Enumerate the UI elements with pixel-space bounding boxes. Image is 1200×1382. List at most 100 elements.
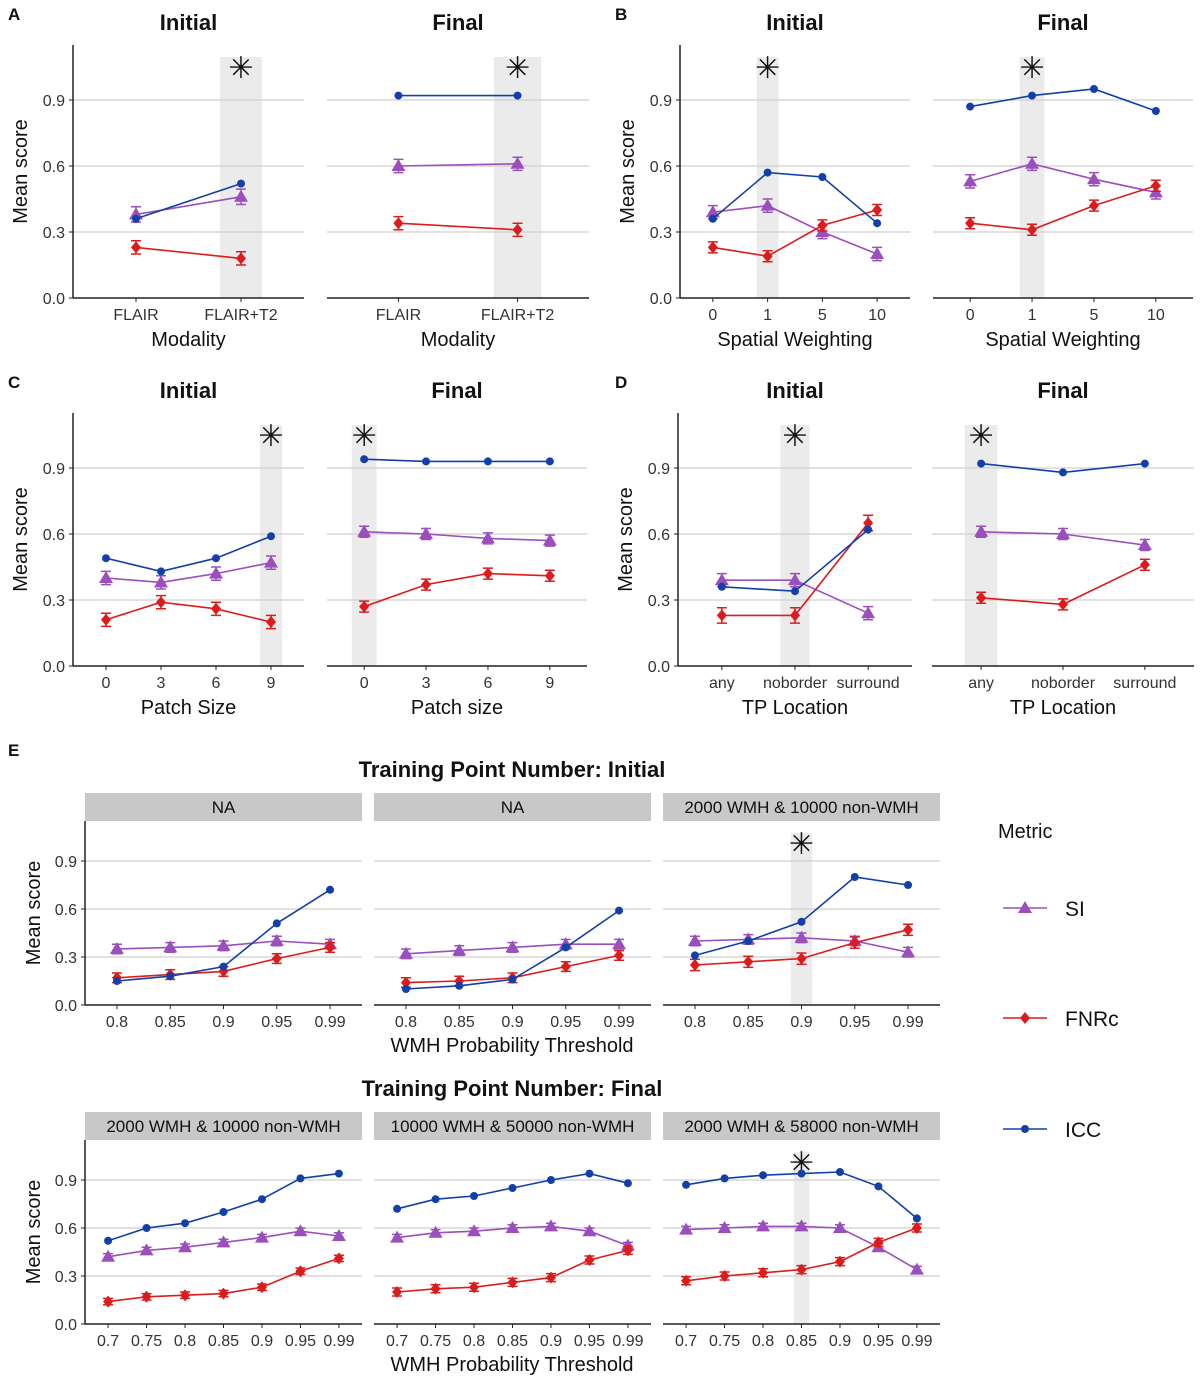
data-point: [394, 91, 403, 100]
data-point: [744, 937, 753, 945]
y-tick-label: 0.0: [648, 659, 670, 676]
data-point: [584, 1254, 595, 1266]
data-point: [797, 1169, 806, 1178]
data-point: [236, 252, 246, 265]
data-point: [392, 1286, 403, 1298]
asterisk-icon: ✳: [782, 420, 807, 453]
x-tick-label: 0.9: [212, 1014, 234, 1031]
data-point: [873, 1236, 884, 1249]
data-point: [1027, 223, 1038, 236]
panel-title: Final: [1037, 10, 1088, 35]
data-point: [181, 1219, 190, 1228]
data-point: [296, 1174, 305, 1183]
x-tick-label: 0.9: [790, 1014, 812, 1031]
x-tick-label: 9: [545, 675, 554, 692]
facet-strip: [85, 1112, 362, 1140]
series-fnrc: [689, 923, 914, 972]
asterisk-icon: ✳: [258, 420, 283, 453]
asterisk-icon: ✳: [789, 828, 814, 861]
series-icc: [102, 532, 275, 576]
data-point: [585, 1169, 594, 1178]
data-point: [788, 573, 802, 586]
panel-4: Initial Patch Size C ✳ 0.0 0.3 0.6 0.9 Mean scor…: [8, 373, 304, 719]
x-tick-label: 6: [212, 675, 221, 692]
x-tick-label: 0: [360, 675, 369, 692]
data-point: [237, 179, 245, 188]
data-point: [234, 189, 248, 202]
data-point: [690, 951, 699, 960]
series-line: [970, 88, 1157, 112]
data-point: [180, 1289, 191, 1302]
panel-title: Final: [1037, 378, 1088, 403]
y-axis-title: Mean score: [23, 1180, 45, 1285]
series-fnrc: [965, 179, 1161, 237]
data-point: [912, 1214, 921, 1223]
data-point: [545, 457, 554, 466]
data-point: [156, 596, 166, 609]
data-point: [687, 934, 702, 946]
highlight-band: [793, 1152, 810, 1324]
data-point: [267, 532, 275, 541]
panel-11: 2000 WMH & 10000 non-WMH 0.0 0.3 0.6 0.9 Mean…: [23, 1112, 362, 1350]
y-tick-label: 0.6: [648, 527, 670, 544]
data-point: [1140, 459, 1149, 468]
series-si: [357, 524, 557, 547]
x-tick-label: 5: [1089, 307, 1098, 324]
y-tick-label: 0.3: [648, 593, 670, 610]
series-fnrc: [392, 1244, 633, 1298]
data-point: [911, 1222, 922, 1234]
panel-12: 10000 WMH & 50000 non-WMH 0.7 0.75 0.8 0.85 0…: [374, 1112, 651, 1350]
e-final-xlabel: WMH Probability Threshold: [390, 1354, 633, 1376]
data-point: [679, 1222, 694, 1235]
data-point: [872, 204, 883, 216]
series-icc: [104, 1169, 343, 1245]
x-tick-label: 0.9: [501, 1014, 523, 1031]
data-point: [264, 555, 278, 568]
y-tick-label: 0.6: [43, 159, 65, 176]
asterisk-icon: ✳: [505, 52, 530, 85]
panel-letter: A: [8, 5, 20, 24]
highlight-band: [351, 425, 377, 666]
data-point: [480, 531, 495, 544]
data-point: [707, 241, 718, 254]
panel-title: Final: [432, 10, 483, 35]
data-point: [763, 168, 772, 177]
data-point: [293, 1224, 308, 1237]
data-point: [467, 1224, 482, 1237]
x-tick-label: noborder: [763, 675, 828, 692]
series-fnrc: [101, 594, 276, 630]
data-point: [254, 1230, 269, 1243]
series-line: [364, 531, 550, 542]
data-point: [689, 959, 700, 971]
x-tick-label: 0.85: [733, 1014, 764, 1031]
highlight-band: [756, 57, 779, 298]
data-point: [512, 223, 523, 236]
x-axis-title: TP Location: [1010, 697, 1116, 719]
data-point: [295, 1265, 306, 1278]
x-axis-title: Patch Size: [141, 697, 237, 719]
data-point: [101, 1249, 116, 1262]
series-line: [105, 561, 272, 584]
series-si: [109, 934, 338, 955]
data-point: [333, 1252, 344, 1265]
data-point: [257, 1195, 266, 1204]
series-line: [712, 171, 878, 224]
data-point: [681, 1274, 692, 1287]
series-icc: [708, 168, 882, 228]
data-point: [398, 946, 413, 959]
data-point: [505, 940, 520, 953]
y-tick-label: 0.3: [43, 225, 65, 242]
x-tick-label: 0: [708, 307, 717, 324]
series-line: [105, 535, 272, 573]
data-point: [818, 173, 827, 181]
data-point: [400, 976, 411, 989]
data-point: [974, 524, 989, 537]
data-point: [834, 1255, 845, 1268]
y-tick-label: 0.9: [648, 461, 670, 478]
data-point: [419, 527, 434, 539]
series-line: [712, 204, 878, 255]
x-tick-label: 0.99: [603, 1014, 634, 1031]
facet-strip-label: 10000 WMH & 50000 non-WMH: [391, 1117, 635, 1136]
data-point: [266, 616, 276, 628]
x-tick-label: 0.9: [251, 1333, 273, 1350]
